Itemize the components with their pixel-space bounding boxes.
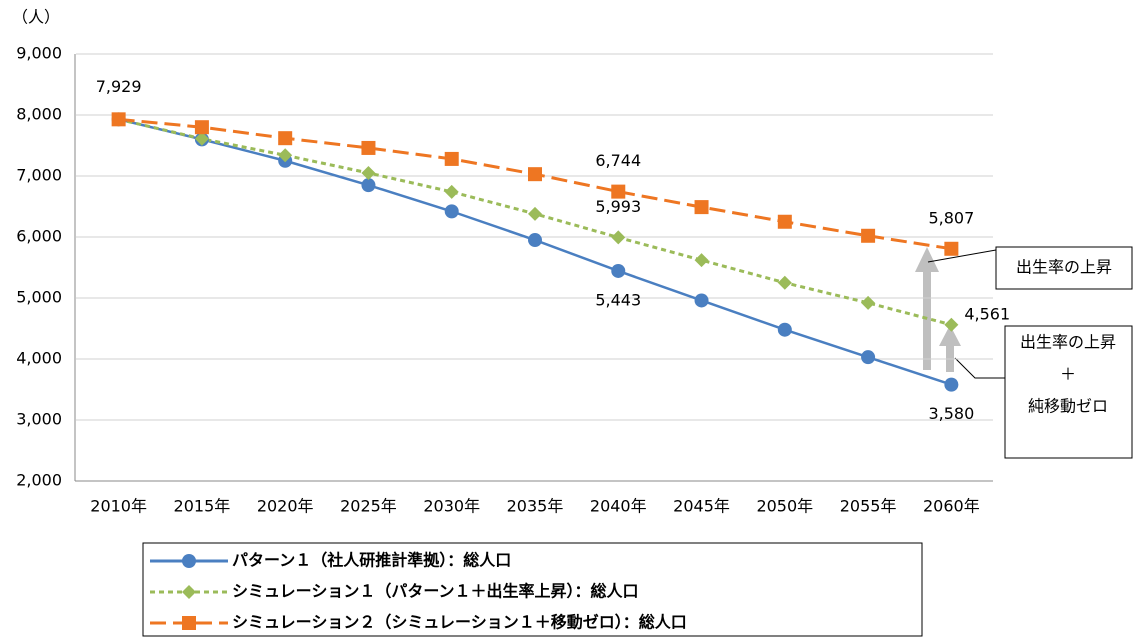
marker (111, 112, 126, 127)
x-tick-label: 2035年 (507, 497, 564, 516)
series-line (118, 117, 952, 251)
marker (278, 148, 293, 163)
annotation-text: 出生率の上昇 (1020, 333, 1116, 352)
data-label: 5,993 (595, 197, 641, 216)
annotation-box (995, 246, 1133, 290)
marker (278, 131, 293, 146)
marker (944, 377, 959, 392)
x-tick-label: 2050年 (756, 497, 813, 516)
legend (142, 542, 923, 637)
y-tick-label: 2,000 (16, 471, 62, 490)
marker (611, 184, 626, 199)
marker (194, 131, 209, 146)
marker (182, 585, 196, 599)
marker (194, 120, 209, 135)
marker (361, 165, 376, 180)
y-tick-label: 4,000 (16, 349, 62, 368)
x-tick-label: 2055年 (840, 497, 897, 516)
y-tick-label: 9,000 (16, 44, 62, 63)
marker (361, 178, 376, 193)
series-line (118, 118, 952, 386)
marker (528, 206, 542, 221)
x-tick-label: 2010年 (90, 497, 147, 516)
y-tick-label: 8,000 (16, 105, 62, 124)
data-label: 5,807 (928, 208, 974, 227)
arrow-birthrate (915, 247, 939, 370)
annotation-box (1004, 325, 1133, 459)
x-tick-label: 2020年 (257, 497, 314, 516)
marker (694, 253, 709, 268)
data-label: 3,580 (928, 404, 974, 423)
x-tick-label: 2060年 (923, 497, 980, 516)
marker (694, 200, 709, 215)
legend-label: シミュレーション１（パターン１＋出生率上昇）：総人口 (232, 582, 639, 601)
x-tick-label: 2015年 (174, 497, 231, 516)
y-tick-label: 7,000 (16, 166, 62, 185)
marker (444, 184, 459, 199)
marker (444, 151, 459, 166)
marker (777, 214, 792, 229)
y-tick-label: 3,000 (16, 410, 62, 429)
data-label: 4,561 (964, 304, 1010, 323)
marker (694, 293, 709, 308)
marker (528, 233, 542, 248)
x-tick-label: 2025年 (340, 497, 397, 516)
data-label: 6,744 (595, 151, 641, 170)
marker (861, 350, 876, 365)
annotation-text: 出生率の上昇 (1016, 258, 1112, 277)
x-tick-label: 2040年 (590, 497, 647, 516)
y-tick-label: 5,000 (16, 288, 62, 307)
legend-label: パターン１（社人研推計準拠）：総人口 (232, 551, 511, 570)
x-tick-label: 2030年 (423, 497, 480, 516)
data-label: 5,443 (595, 290, 641, 309)
arrow-migration (939, 325, 961, 372)
y-unit-label: （人） (12, 8, 60, 27)
marker (944, 317, 959, 332)
marker (861, 228, 876, 243)
annotation-text: 純移動ゼロ (1028, 397, 1108, 416)
marker (444, 204, 459, 219)
marker (777, 275, 792, 290)
marker (182, 554, 196, 568)
x-tick-label: 2045年 (673, 497, 730, 516)
marker (944, 241, 959, 256)
annotation-text: ＋ (1060, 365, 1076, 384)
marker (182, 616, 196, 630)
y-tick-label: 6,000 (16, 227, 62, 246)
marker (611, 263, 626, 278)
marker (861, 295, 876, 310)
connector (954, 357, 1005, 379)
marker (528, 167, 542, 182)
marker (777, 322, 792, 337)
data-label: 7,929 (96, 77, 142, 96)
marker (611, 230, 626, 245)
connector (927, 249, 997, 263)
legend-label: シミュレーション２（シミュレーション１＋移動ゼロ）：総人口 (232, 613, 687, 632)
marker (361, 140, 376, 155)
